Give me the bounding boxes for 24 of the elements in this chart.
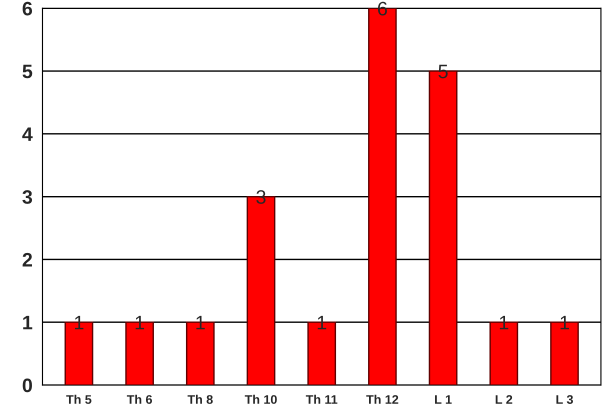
x-tick-label: L 3 [556, 395, 573, 404]
x-tick-label: L 2 [496, 395, 512, 404]
x-tick-label: L 1 [435, 395, 452, 404]
data-label: 1 [74, 316, 84, 330]
x-tick-label: Th 10 [244, 394, 277, 404]
data-label: 1 [136, 316, 144, 330]
x-tick-label: Th 5 [66, 394, 92, 404]
y-tick-label: 2 [22, 252, 32, 266]
y-tick-label: 1 [23, 316, 32, 330]
data-label: 1 [500, 316, 508, 330]
x-tick-label: Th 8 [188, 394, 213, 404]
data-label: 3 [256, 190, 266, 204]
data-label: 1 [560, 316, 569, 330]
data-label: 6 [378, 2, 387, 16]
data-label: 1 [318, 316, 326, 330]
y-tick-label: 5 [22, 64, 32, 78]
y-tick-label: 0 [22, 378, 32, 392]
data-label: 1 [196, 316, 205, 330]
y-tick-label: 3 [22, 190, 32, 204]
y-tick-label: 6 [22, 2, 32, 16]
y-tick-label: 4 [22, 128, 33, 141]
x-tick-label: Th 11 [306, 394, 338, 404]
x-tick-label: Th 12 [366, 394, 398, 404]
x-tick-label: Th 6 [126, 394, 152, 404]
